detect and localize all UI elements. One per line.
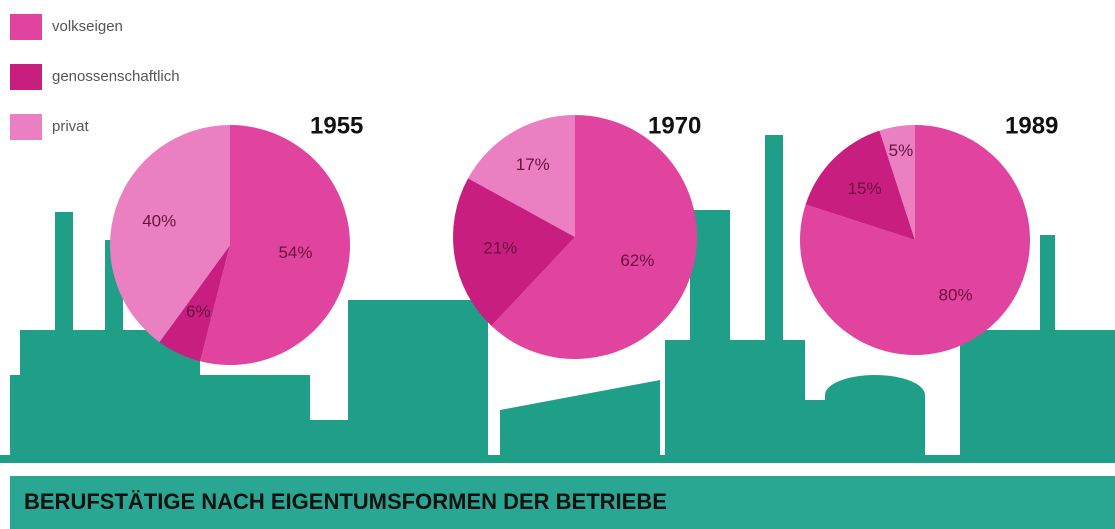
value-label: 15% (848, 179, 882, 198)
pie-slice (200, 125, 350, 365)
pie-slice (110, 125, 230, 343)
pie-slice (879, 125, 915, 240)
value-label: 80% (939, 285, 973, 304)
value-label: 21% (483, 238, 517, 257)
value-label: 54% (278, 243, 312, 262)
legend-swatch (10, 114, 42, 140)
value-label: 6% (186, 302, 211, 321)
value-label: 17% (516, 155, 550, 174)
value-label: 62% (620, 251, 654, 270)
pie-title: 1955 (310, 112, 363, 139)
factory-silhouette (0, 135, 1115, 463)
value-label: 5% (889, 141, 914, 160)
legend-swatch (10, 14, 42, 40)
pie-slice (159, 245, 230, 362)
pie-slice (468, 115, 575, 237)
pie-title: 1970 (648, 112, 701, 139)
pie-title: 1989 (1005, 112, 1058, 139)
value-label: 40% (142, 211, 176, 230)
legend-label: genossenschaftlich (52, 68, 180, 85)
pie-slice (491, 115, 698, 359)
pie-slice (453, 178, 575, 326)
main-title: BERUFSTÄTIGE NACH EIGENTUMSFORMEN DER BE… (24, 489, 667, 514)
title-bar (10, 476, 1115, 529)
legend-swatch (10, 64, 42, 90)
legend-label: volkseigen (52, 18, 123, 35)
legend-label: privat (52, 118, 90, 135)
pie-slice (805, 130, 915, 240)
